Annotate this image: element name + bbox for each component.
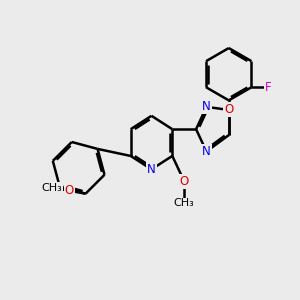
Text: O: O [64,184,74,197]
Text: N: N [147,163,156,176]
Text: N: N [202,100,211,113]
Text: O: O [180,175,189,188]
Text: O: O [224,103,233,116]
Text: CH₃: CH₃ [41,183,62,193]
Text: F: F [264,81,271,94]
Text: CH₃: CH₃ [174,199,195,208]
Text: N: N [202,145,211,158]
